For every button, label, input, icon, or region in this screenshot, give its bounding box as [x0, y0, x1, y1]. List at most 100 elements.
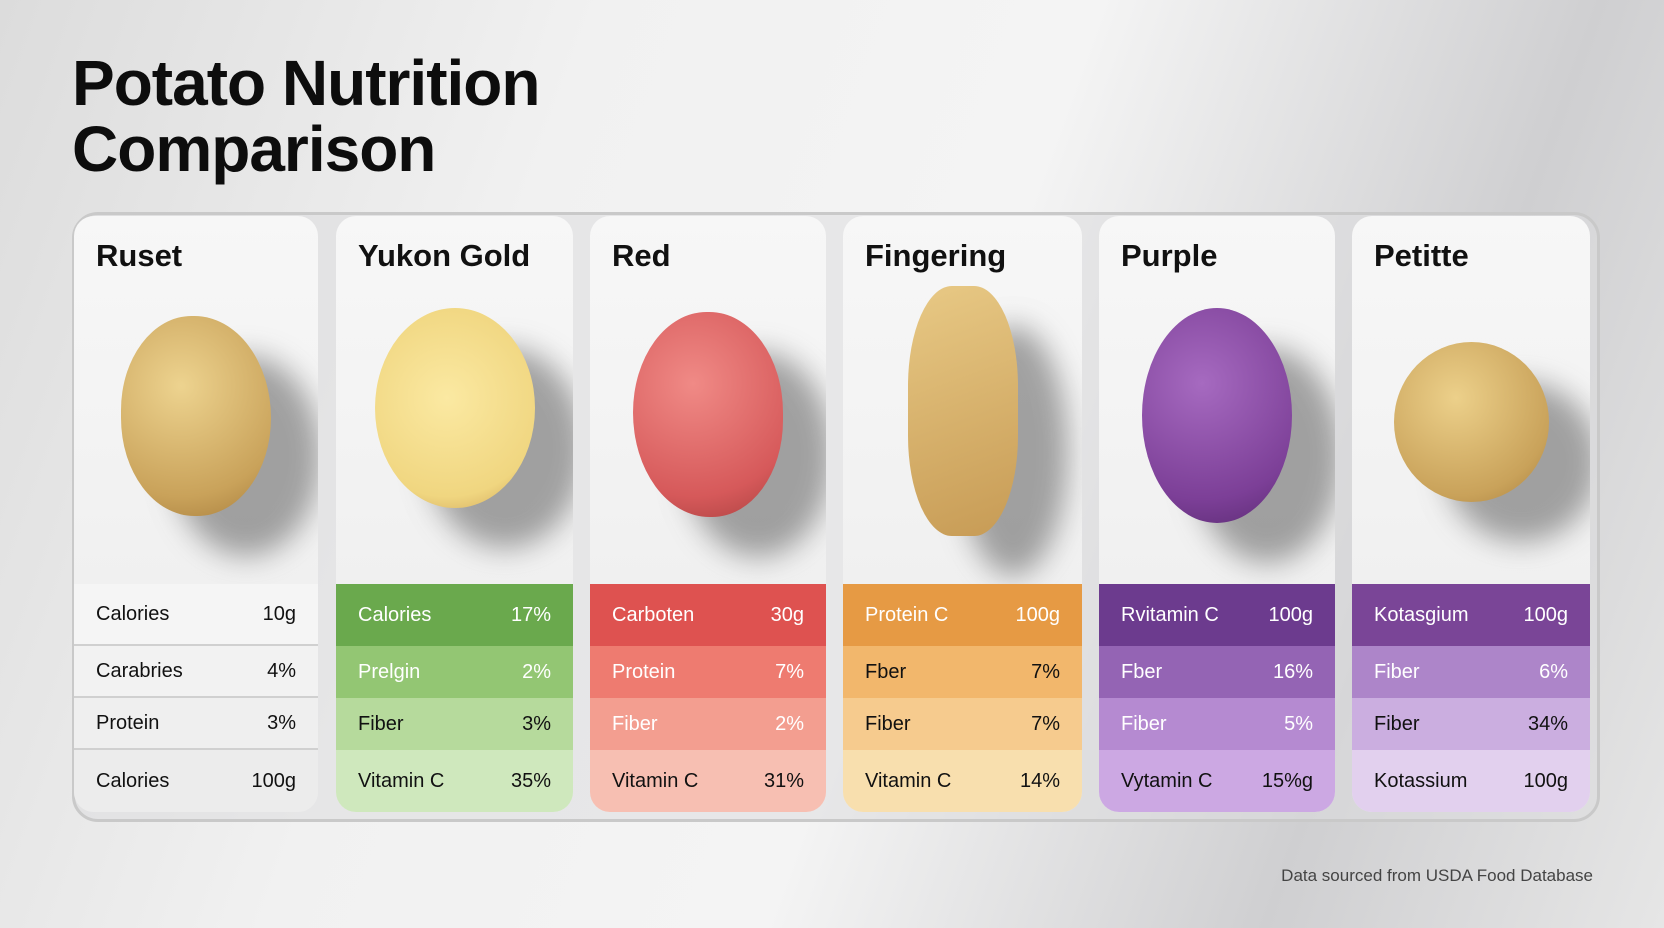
nutrient-label: Fiber [865, 712, 911, 735]
nutrient-value: 2% [775, 712, 804, 735]
potato-image [374, 308, 535, 508]
potato-name: Yukon Gold [358, 238, 531, 273]
nutrition-row: Carboten 30g [590, 584, 826, 646]
potato-name: Fingering [865, 238, 1007, 273]
nutrition-row: Carabries 4% [74, 646, 318, 698]
nutrient-label: Fiber [1121, 712, 1167, 735]
nutrient-label: Rvitamin C [1121, 603, 1219, 626]
potato-card: Purple Rvitamin C 100g Fber 16% Fiber 5%… [1099, 216, 1335, 812]
nutrition-row: Protein 3% [74, 698, 318, 750]
nutrition-table: Protein C 100g Fber 7% Fiber 7% Vitamin … [843, 584, 1082, 812]
nutrition-row: Vitamin C 31% [590, 750, 826, 812]
nutrition-row: Fiber 2% [590, 698, 826, 750]
nutrient-value: 31% [763, 769, 804, 792]
potato-card: Petitte Kotasgium 100g Fiber 6% Fiber 34… [1352, 216, 1590, 812]
nutrient-label: Vytamin C [1121, 769, 1213, 792]
nutrition-row: Vitamin C 35% [336, 750, 573, 812]
comparison-panel [72, 212, 1600, 822]
nutrient-value: 15%g [1261, 769, 1313, 792]
page-title: Potato Nutrition Comparison [72, 47, 540, 185]
potato-image [1393, 342, 1549, 502]
title-line-2: Comparison [72, 113, 436, 185]
nutrient-value: 10g [262, 602, 296, 625]
nutrient-label: Fber [1121, 660, 1163, 683]
nutrient-value: 17% [510, 603, 551, 626]
nutrition-row: Fber 7% [843, 646, 1082, 698]
nutrient-value: 7% [1031, 660, 1060, 683]
potato-image [1142, 308, 1292, 523]
title-line-1: Potato Nutrition [72, 47, 540, 119]
nutrition-row: Calories 100g [74, 750, 318, 812]
nutrient-value: 14% [1019, 769, 1060, 792]
nutrient-value: 100g [1523, 603, 1569, 626]
nutrient-label: Protein [96, 711, 160, 734]
nutrient-value: 100g [1523, 769, 1569, 792]
nutrient-label: Prelgin [358, 660, 421, 683]
nutrition-row: Fiber 34% [1352, 698, 1590, 750]
nutrient-value: 6% [1539, 660, 1568, 683]
nutrient-value: 30g [770, 603, 804, 626]
nutrient-label: Fiber [1374, 660, 1420, 683]
nutrient-value: 100g [1015, 603, 1061, 626]
nutrient-label: Vitamin C [358, 769, 445, 792]
nutrition-table: Calories 10g Carabries 4% Protein 3% Cal… [74, 584, 318, 812]
source-note: Data sourced from USDA Food Database [1281, 866, 1593, 885]
nutrient-value: 4% [267, 659, 296, 682]
nutrient-label: Fiber [1374, 712, 1420, 735]
nutrition-row: Kotasgium 100g [1352, 584, 1590, 646]
nutrient-label: Carabries [96, 659, 183, 682]
potato-image [121, 316, 271, 516]
nutrition-row: Fiber 3% [336, 698, 573, 750]
potato-name: Petitte [1374, 238, 1469, 273]
nutrient-value: 3% [267, 711, 296, 734]
nutrient-value: 2% [522, 660, 551, 683]
nutrient-label: Calories [96, 602, 170, 625]
nutrient-value: 16% [1272, 660, 1313, 683]
nutrient-label: Fiber [612, 712, 658, 735]
nutrition-row: Fber 16% [1099, 646, 1335, 698]
nutrient-label: Kotasgium [1374, 603, 1469, 626]
nutrient-value: 7% [1031, 712, 1060, 735]
potato-card: Ruset Calories 10g Carabries 4% Protein … [74, 216, 318, 812]
nutrient-value: 35% [510, 769, 551, 792]
nutrient-label: Protein [612, 660, 676, 683]
nutrition-row: Calories 10g [74, 584, 318, 646]
nutrient-label: Calories [96, 769, 170, 792]
nutrition-table: Carboten 30g Protein 7% Fiber 2% Vitamin… [590, 584, 826, 812]
nutrient-value: 5% [1284, 712, 1313, 735]
nutrition-row: Prelgin 2% [336, 646, 573, 698]
nutrition-row: Protein 7% [590, 646, 826, 698]
nutrient-value: 3% [522, 712, 551, 735]
potato-name: Red [612, 238, 671, 273]
nutrition-table: Kotasgium 100g Fiber 6% Fiber 34% Kotass… [1352, 584, 1590, 812]
nutrient-label: Carboten [612, 603, 695, 626]
nutrient-label: Calories [358, 603, 432, 626]
nutrition-row: Calories 17% [336, 584, 573, 646]
potato-card: Fingering Protein C 100g Fber 7% Fiber 7… [843, 216, 1082, 812]
nutrient-value: 100g [1268, 603, 1314, 626]
nutrient-label: Vitamin C [865, 769, 952, 792]
nutrition-row: Protein C 100g [843, 584, 1082, 646]
nutrition-row: Vitamin C 14% [843, 750, 1082, 812]
nutrient-value: 100g [251, 769, 297, 792]
nutrient-label: Fiber [358, 712, 404, 735]
potato-name: Purple [1121, 238, 1218, 273]
potato-card: Yukon Gold Calories 17% Prelgin 2% Fiber… [336, 216, 573, 812]
nutrition-table: Calories 17% Prelgin 2% Fiber 3% Vitamin… [336, 584, 573, 812]
nutrient-value: 7% [775, 660, 804, 683]
potato-card: Red Carboten 30g Protein 7% Fiber 2% Vit… [590, 216, 826, 812]
nutrition-row: Fiber 7% [843, 698, 1082, 750]
nutrition-row: Fiber 5% [1099, 698, 1335, 750]
potato-name: Ruset [96, 238, 183, 273]
nutrition-table: Rvitamin C 100g Fber 16% Fiber 5% Vytami… [1099, 584, 1335, 812]
nutrient-label: Kotassium [1374, 769, 1468, 792]
nutrient-value: 34% [1527, 712, 1568, 735]
potato-image [633, 312, 783, 517]
nutrient-label: Protein C [865, 603, 949, 626]
potato-image [907, 286, 1018, 536]
nutrient-label: Fber [865, 660, 907, 683]
nutrition-row: Rvitamin C 100g [1099, 584, 1335, 646]
nutrition-row: Vytamin C 15%g [1099, 750, 1335, 812]
nutrition-row: Kotassium 100g [1352, 750, 1590, 812]
nutrient-label: Vitamin C [612, 769, 699, 792]
